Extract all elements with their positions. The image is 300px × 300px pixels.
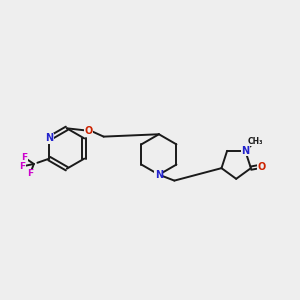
Text: CH₃: CH₃ [248,137,263,146]
Text: N: N [45,134,53,143]
Text: F: F [20,162,26,171]
Text: F: F [21,153,27,162]
Text: O: O [84,126,92,136]
Text: N: N [241,146,249,156]
Text: N: N [155,170,163,180]
Text: O: O [257,162,266,172]
Text: F: F [27,169,33,178]
